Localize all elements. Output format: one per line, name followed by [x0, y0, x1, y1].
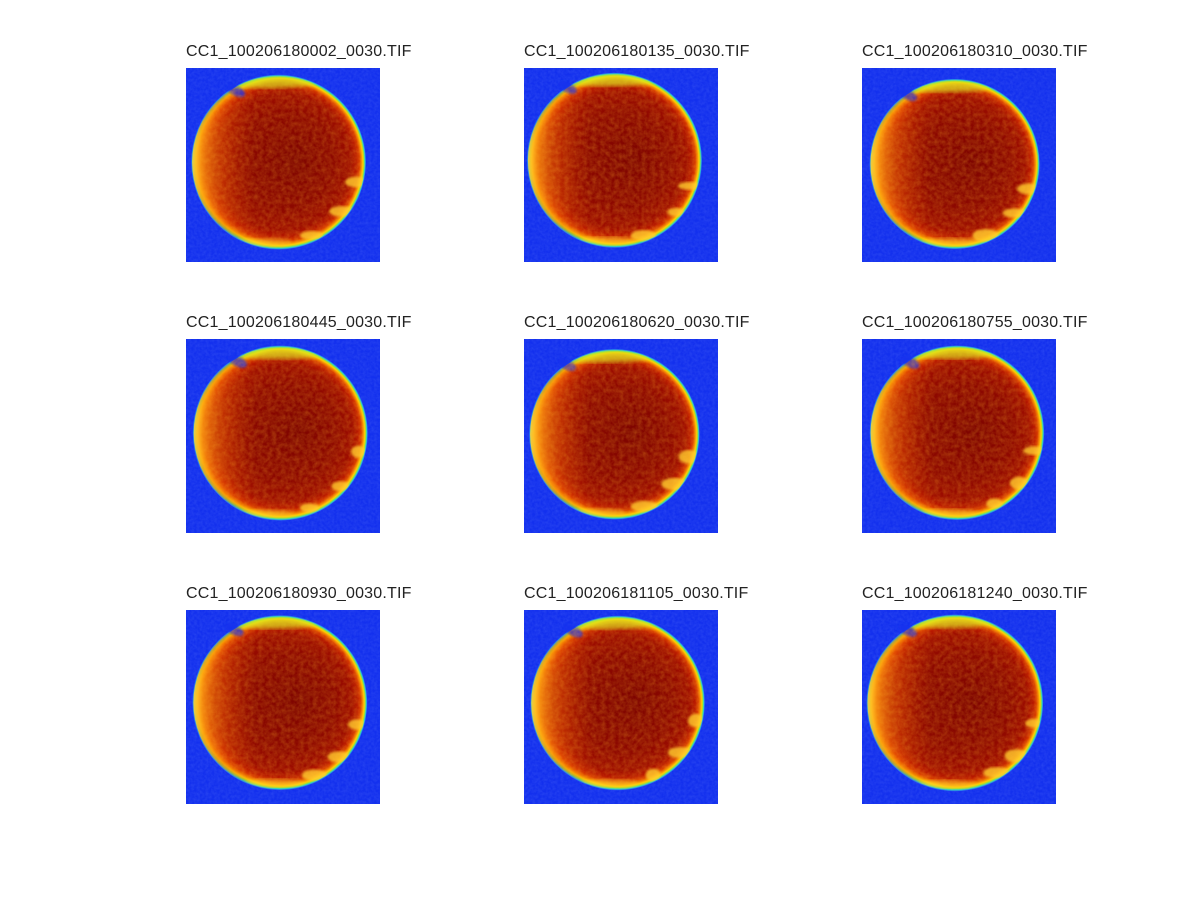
subplot-title: CC1_100206180310_0030.TIF: [862, 43, 1088, 60]
subplot-title: CC1_100206180135_0030.TIF: [524, 43, 750, 60]
subplot: CC1_100206180755_0030.TIF: [862, 314, 1087, 533]
subplot: CC1_100206180135_0030.TIF: [524, 43, 749, 262]
subplot-title: CC1_100206181240_0030.TIF: [862, 585, 1088, 602]
subplot-title: CC1_100206181105_0030.TIF: [524, 585, 749, 602]
subplot-title: CC1_100206180930_0030.TIF: [186, 585, 412, 602]
subplot: CC1_100206180445_0030.TIF: [186, 314, 411, 533]
heatmap-image: [524, 68, 718, 262]
heatmap-image: [524, 339, 718, 533]
subplot: CC1_100206180310_0030.TIF: [862, 43, 1087, 262]
subplot: CC1_100206180930_0030.TIF: [186, 585, 411, 804]
heatmap-image: [862, 68, 1056, 262]
subplot-title: CC1_100206180755_0030.TIF: [862, 314, 1088, 331]
subplot: CC1_100206181240_0030.TIF: [862, 585, 1087, 804]
subplot: CC1_100206180002_0030.TIF: [186, 43, 411, 262]
subplot-title: CC1_100206180445_0030.TIF: [186, 314, 412, 331]
heatmap-image: [862, 610, 1056, 804]
subplot: CC1_100206181105_0030.TIF: [524, 585, 748, 804]
heatmap-image: [186, 68, 380, 262]
subplot: CC1_100206180620_0030.TIF: [524, 314, 749, 533]
heatmap-image: [186, 339, 380, 533]
heatmap-image: [524, 610, 718, 804]
heatmap-image: [862, 339, 1056, 533]
heatmap-image: [186, 610, 380, 804]
subplot-title: CC1_100206180002_0030.TIF: [186, 43, 412, 60]
subplot-title: CC1_100206180620_0030.TIF: [524, 314, 750, 331]
